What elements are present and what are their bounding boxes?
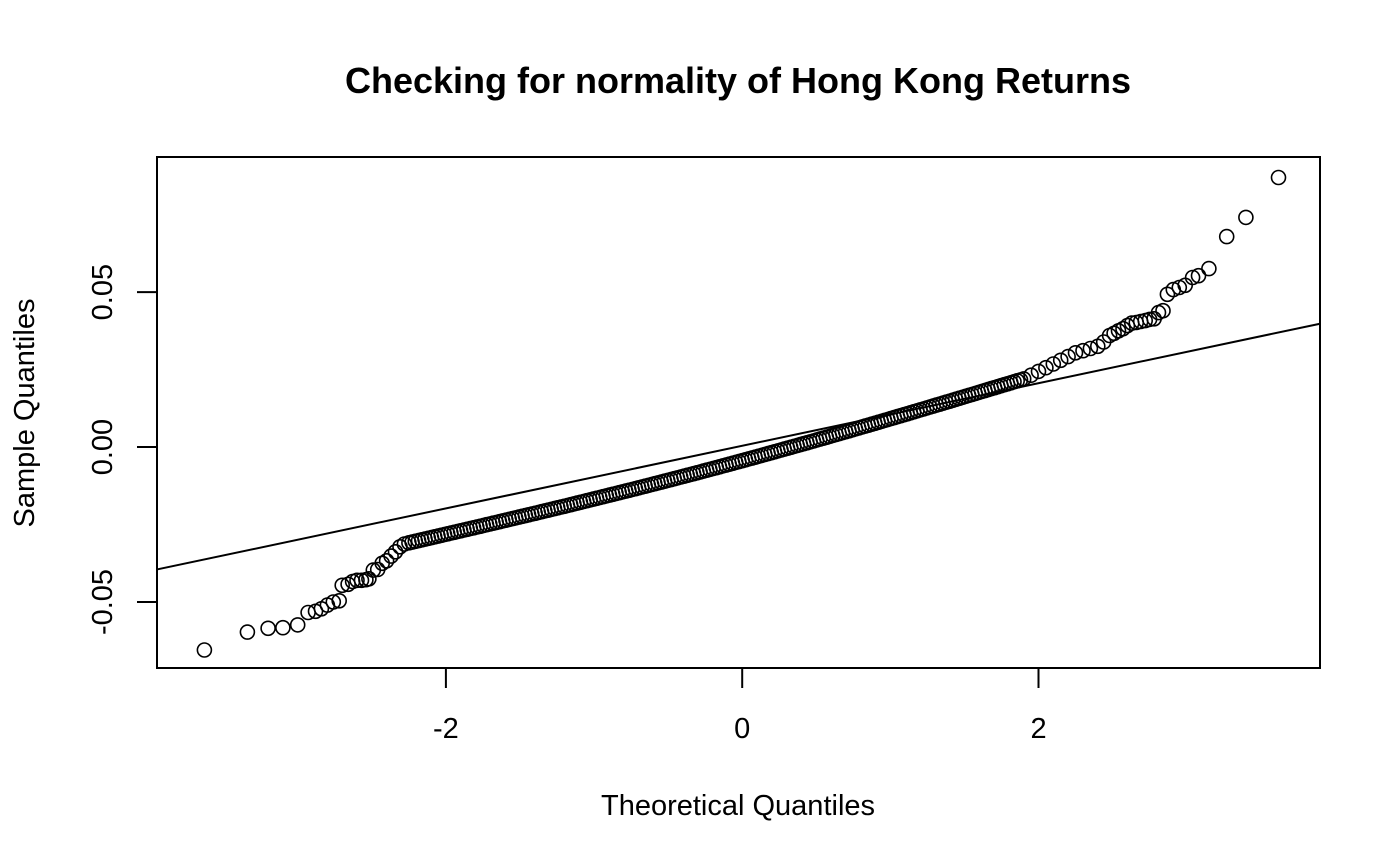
data-point: [331, 592, 348, 609]
data-point: [275, 619, 291, 636]
data-point: [1218, 228, 1235, 245]
data-point: [239, 624, 256, 640]
data-point: [1015, 371, 1032, 387]
chart-title: Checking for normality of Hong Kong Retu…: [345, 60, 1131, 101]
data-point: [334, 577, 351, 594]
data-point: [1270, 169, 1287, 186]
x-tick-label: -2: [433, 713, 459, 745]
data-point: [1082, 340, 1099, 357]
x-axis-label: Theoretical Quantiles: [601, 790, 875, 822]
plot-frame: [156, 156, 1321, 669]
data-point: [1115, 320, 1131, 337]
x-axis: -2 0 2: [433, 668, 1047, 745]
x-tick-label: 0: [734, 713, 750, 745]
y-tick-label: 0.00: [87, 419, 119, 475]
points-layer: [196, 169, 1287, 658]
data-point: [1201, 260, 1217, 277]
data-point: [196, 642, 213, 658]
y-tick-label: -0.05: [87, 569, 119, 635]
data-point: [361, 570, 377, 587]
data-point: [383, 548, 399, 564]
data-point: [349, 572, 365, 589]
data-point: [260, 620, 276, 637]
data-point: [289, 617, 306, 633]
data-point: [1075, 342, 1091, 359]
data-point: [1030, 363, 1047, 380]
data-point: [1067, 344, 1084, 361]
data-point: [1238, 209, 1254, 226]
y-tick-label: 0.05: [87, 264, 119, 320]
data-point: [1045, 356, 1062, 372]
data-point: [1023, 367, 1039, 384]
data-point: [1060, 348, 1076, 365]
y-axis: -0.05 0.00 0.05: [87, 264, 157, 635]
data-point: [325, 594, 342, 610]
data-point: [1184, 269, 1201, 286]
y-axis-label: Sample Quantiles: [9, 299, 41, 528]
data-point: [1052, 352, 1069, 369]
qq-reference-line: [156, 322, 1321, 571]
data-point: [1155, 302, 1171, 319]
reference-line-layer: [156, 322, 1321, 571]
data-point: [378, 552, 395, 569]
data-point: [1038, 359, 1054, 376]
data-point: [1190, 267, 1207, 284]
data-point: [387, 543, 404, 560]
x-tick-label: 2: [1030, 713, 1046, 745]
